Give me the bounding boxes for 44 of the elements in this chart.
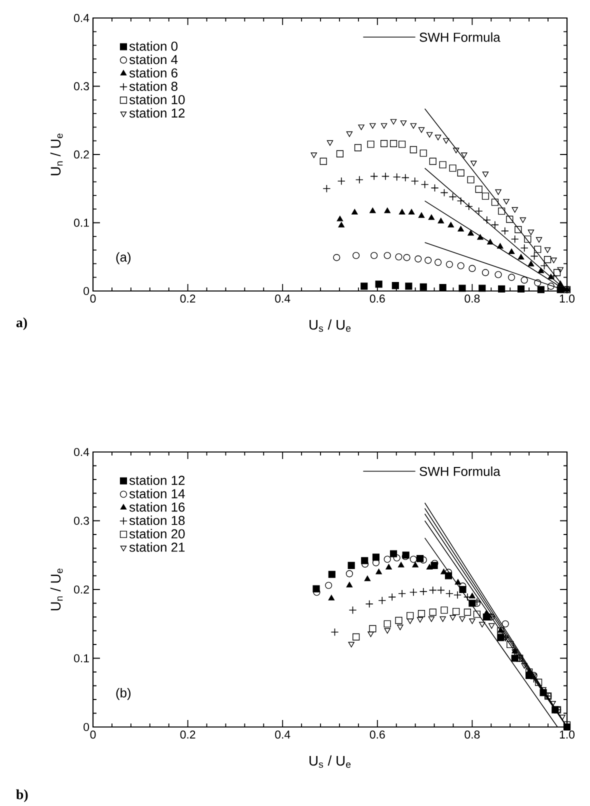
x-tick-label: 0 bbox=[90, 730, 96, 739]
y-tick-label: 0.2 bbox=[74, 150, 89, 159]
y-tick-label: 0 bbox=[84, 286, 90, 296]
legend-label: station 16 bbox=[129, 502, 185, 512]
legend-label: station 8 bbox=[129, 81, 178, 91]
x-tick-label: 0.8 bbox=[464, 730, 480, 739]
x-axis-title: U$_{s}$ / U$_{e}$ bbox=[310, 319, 351, 332]
text: b) bbox=[16, 789, 28, 802]
x-tick-label: 0 bbox=[90, 294, 96, 303]
y-tick-label: 0.2 bbox=[74, 585, 89, 594]
x-tick-label: 0.8 bbox=[464, 294, 480, 303]
x-axis-title: U$_{s}$ / U$_{e}$ bbox=[310, 755, 351, 768]
legend-label: station 0 bbox=[129, 41, 178, 51]
annotation: (b) bbox=[116, 688, 131, 700]
legend-label: SWH Formula bbox=[420, 32, 500, 42]
legend-label: station 12 bbox=[129, 108, 185, 118]
annotation: (a) bbox=[116, 252, 131, 264]
legend-label: station 6 bbox=[129, 68, 178, 78]
x-tick-label: 0.6 bbox=[370, 294, 385, 303]
y-tick-label: 0 bbox=[84, 722, 90, 732]
legend-label: SWH Formula bbox=[420, 466, 500, 476]
text: a) bbox=[16, 317, 27, 330]
legend-label: station 10 bbox=[129, 94, 185, 104]
y-tick-label: 0.1 bbox=[74, 218, 89, 227]
y-tick-label: 0.3 bbox=[74, 516, 89, 525]
y-tick-label: 0.4 bbox=[74, 14, 90, 22]
legend-label: station 20 bbox=[129, 528, 185, 538]
y-tick-label: 0.3 bbox=[74, 82, 89, 90]
y-axis-title: U$_{n}$ / U$_{e}$ bbox=[50, 568, 63, 610]
x-tick-label: 0.2 bbox=[180, 294, 196, 303]
x-tick-label: 1.0 bbox=[560, 730, 575, 739]
x-tick-label: 0.4 bbox=[275, 730, 290, 739]
x-tick-label: 0.6 bbox=[370, 730, 385, 739]
legend-label: station 21 bbox=[129, 542, 185, 552]
y-tick-label: 0.1 bbox=[74, 654, 89, 662]
y-axis-title: U$_{n}$ / U$_{e}$ bbox=[50, 134, 63, 176]
x-tick-label: 0.4 bbox=[275, 294, 290, 303]
y-tick-label: 0.4 bbox=[74, 448, 90, 456]
legend-label: station 12 bbox=[129, 475, 185, 485]
legend-label: station 14 bbox=[129, 488, 185, 498]
x-tick-label: 0.2 bbox=[180, 730, 196, 739]
legend-label: station 18 bbox=[129, 516, 185, 526]
x-tick-label: 1.0 bbox=[560, 294, 575, 303]
legend-label: station 4 bbox=[129, 54, 178, 64]
